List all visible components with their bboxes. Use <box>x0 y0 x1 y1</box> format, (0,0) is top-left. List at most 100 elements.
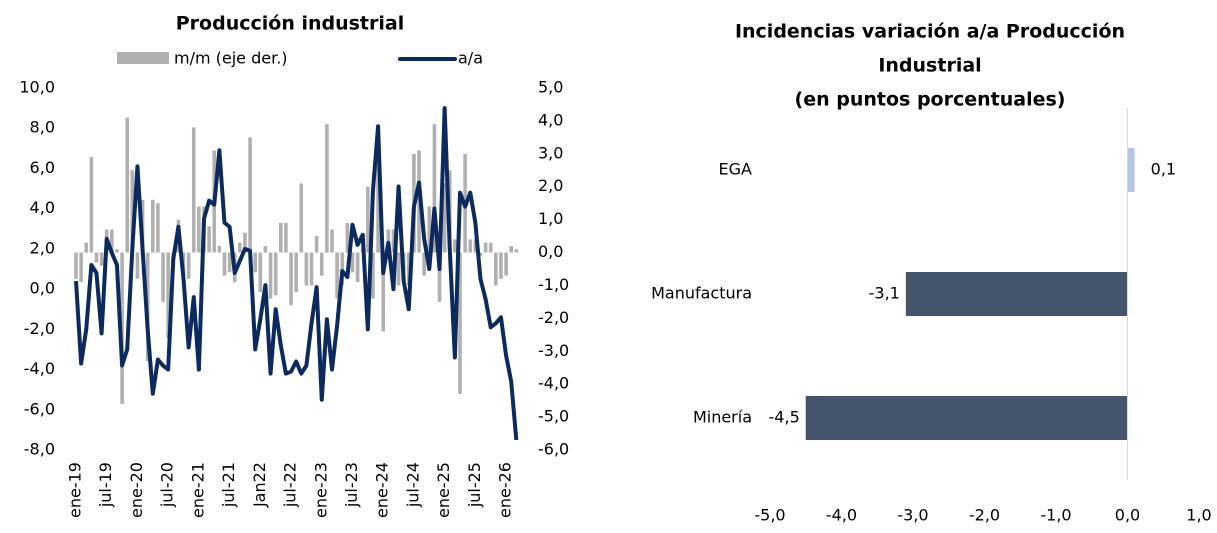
chart-title: Producción industrial <box>176 13 404 35</box>
bar <box>309 252 314 286</box>
bar <box>509 245 513 253</box>
bar <box>186 252 191 279</box>
y2-tick-label: 1,0 <box>538 209 563 228</box>
y2-tick-label: -3,0 <box>538 341 569 360</box>
bar <box>243 232 247 253</box>
bar <box>468 239 473 253</box>
bar <box>345 222 350 253</box>
value-label: -4,5 <box>769 408 800 427</box>
bar <box>238 242 242 253</box>
y-tick-label: 4,0 <box>30 198 55 217</box>
bar <box>355 252 360 283</box>
x-tick-label: -1,0 <box>1040 506 1071 525</box>
bar <box>99 252 104 266</box>
bar <box>1127 148 1135 192</box>
bar <box>427 206 432 253</box>
bar <box>79 252 83 283</box>
bar <box>222 252 227 276</box>
bar <box>340 252 345 286</box>
bar <box>488 242 493 253</box>
bar <box>197 206 201 253</box>
x-tick-label: -2,0 <box>969 506 1000 525</box>
bar <box>130 170 135 253</box>
bar <box>248 137 252 253</box>
bar <box>273 252 278 296</box>
legend-label: a/a <box>458 49 483 68</box>
bar <box>94 252 99 263</box>
bar <box>371 252 375 299</box>
bar <box>314 236 319 253</box>
x-tick-label: jul-22 <box>281 462 300 508</box>
bar <box>422 252 426 276</box>
y2-tick-label: 0,0 <box>538 242 563 261</box>
bar <box>115 249 119 253</box>
y-tick-label: 2,0 <box>30 238 55 257</box>
y-tick-label: 0,0 <box>30 279 55 298</box>
bar <box>391 229 396 253</box>
chart-title: (en puntos porcentuales) <box>795 89 1066 111</box>
value-label: -3,1 <box>869 284 900 303</box>
bar <box>161 252 165 302</box>
bar <box>325 124 329 253</box>
bar <box>805 396 1128 440</box>
x-tick-label: jul-19 <box>96 462 115 508</box>
bar <box>432 124 437 253</box>
value-label: 0,1 <box>1151 160 1176 179</box>
y2-tick-label: -2,0 <box>538 308 569 327</box>
x-tick-label: jul-21 <box>219 462 238 508</box>
x-tick-label: jul-20 <box>158 462 177 508</box>
y2-tick-label: -6,0 <box>538 440 569 459</box>
bar <box>268 252 273 299</box>
y-tick-label: -4,0 <box>24 359 55 378</box>
chart-title: Industrial <box>878 55 981 77</box>
category-label: Minería <box>693 408 752 427</box>
bar <box>396 252 401 286</box>
x-tick-label: 1,0 <box>1186 506 1211 525</box>
bar <box>217 245 222 253</box>
bar <box>366 186 370 253</box>
y-tick-label: 6,0 <box>30 158 55 177</box>
x-tick-label: ene-19 <box>66 462 85 518</box>
bar <box>319 252 324 276</box>
bar <box>84 242 89 253</box>
bar <box>207 226 211 253</box>
y2-tick-label: -5,0 <box>538 407 569 426</box>
bar <box>499 252 503 279</box>
bar <box>125 117 129 253</box>
x-tick-label: ene-25 <box>434 462 453 518</box>
bar <box>89 157 94 253</box>
y2-tick-label: 3,0 <box>538 143 563 162</box>
bar <box>191 127 196 253</box>
bar <box>473 239 478 253</box>
bar <box>494 252 498 286</box>
y2-tick-label: -1,0 <box>538 275 569 294</box>
bar <box>905 272 1128 316</box>
category-label: EGA <box>719 160 753 179</box>
y-tick-label: 8,0 <box>30 118 55 137</box>
bar <box>263 245 268 253</box>
bar <box>258 252 263 293</box>
bar <box>166 252 170 339</box>
bar <box>453 239 457 253</box>
bar <box>74 252 78 279</box>
bar <box>458 252 462 395</box>
bar <box>294 252 298 293</box>
chart-title: Incidencias variación a/a Producción <box>735 21 1125 43</box>
bar <box>483 242 488 253</box>
y-tick-label: -2,0 <box>24 319 55 338</box>
bar <box>407 252 411 286</box>
x-tick-label: 0,0 <box>1115 506 1140 525</box>
bar <box>227 252 232 273</box>
bar <box>504 252 508 276</box>
bar <box>299 183 304 253</box>
x-tick-label: -4,0 <box>826 506 857 525</box>
x-tick-label: ene-23 <box>311 462 330 518</box>
bar <box>350 252 355 273</box>
bar <box>151 199 155 253</box>
bar <box>253 252 257 273</box>
x-tick-label: jul-23 <box>342 462 361 508</box>
x-tick-label: ene-21 <box>188 462 207 518</box>
y2-tick-label: -4,0 <box>538 374 569 393</box>
bar <box>376 153 380 253</box>
